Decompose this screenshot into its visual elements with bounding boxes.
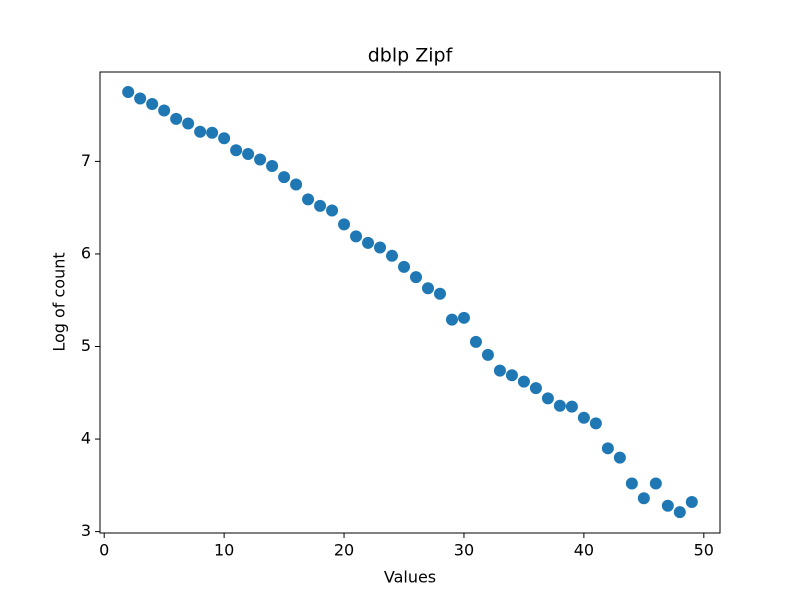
scatter-point: [122, 85, 135, 98]
scatter-point: [625, 477, 638, 490]
y-tick-label: 3: [81, 521, 91, 540]
y-tick-label: 6: [81, 243, 91, 262]
scatter-point: [613, 451, 626, 464]
scatter-point: [218, 132, 231, 145]
scatter-point: [278, 171, 291, 184]
scatter-point: [517, 375, 530, 388]
scatter-point: [601, 442, 614, 455]
scatter-point: [398, 260, 411, 273]
scatter-point: [589, 417, 602, 430]
scatter-point: [685, 495, 698, 508]
x-tick-label: 0: [99, 541, 109, 560]
scatter-point: [182, 117, 195, 130]
scatter-point: [505, 369, 518, 382]
x-tick-label: 30: [454, 541, 474, 560]
scatter-point: [374, 241, 387, 254]
y-tick-label: 7: [81, 151, 91, 170]
scatter-point: [409, 271, 422, 284]
scatter-point: [577, 411, 590, 424]
scatter-point: [481, 348, 494, 361]
x-tick-label: 40: [574, 541, 594, 560]
scatter-point: [529, 382, 542, 395]
scatter-point: [445, 313, 458, 326]
scatter-point: [134, 92, 147, 105]
y-axis-label: Log of count: [50, 252, 69, 351]
scatter-point: [421, 282, 434, 295]
scatter-point: [350, 230, 363, 243]
scatter-point: [637, 492, 650, 505]
scatter-point: [242, 148, 255, 161]
scatter-point: [457, 311, 470, 324]
x-tick-label: 50: [694, 541, 714, 560]
x-axis-label: Values: [384, 568, 436, 587]
scatter-point: [254, 153, 267, 166]
scatter-point: [469, 335, 482, 348]
scatter-point: [206, 126, 219, 139]
scatter-point: [362, 236, 375, 249]
scatter-point: [493, 364, 506, 377]
scatter-point: [661, 499, 674, 512]
scatter-point: [649, 477, 662, 490]
scatter-point: [553, 399, 566, 412]
x-tick-label: 10: [214, 541, 234, 560]
scatter-point: [170, 112, 183, 125]
chart-title: dblp Zipf: [368, 45, 454, 67]
scatter-point: [290, 178, 303, 191]
scatter-point: [314, 199, 327, 212]
scatter-point: [158, 104, 171, 117]
plot-frame: [99, 71, 721, 534]
scatter-point: [386, 249, 399, 262]
scatter-point: [302, 193, 315, 206]
scatter-point: [266, 160, 279, 173]
x-tick-label: 20: [334, 541, 354, 560]
scatter-point: [541, 392, 554, 405]
scatter-point: [433, 287, 446, 300]
scatter-point: [230, 144, 243, 157]
scatter-point: [326, 204, 339, 217]
y-tick-label: 4: [81, 429, 91, 448]
scatter-point: [194, 125, 207, 138]
scatter-point: [338, 218, 351, 231]
y-tick-label: 5: [81, 336, 91, 355]
scatter-point: [565, 400, 578, 413]
scatter-point: [146, 98, 159, 111]
scatter-point: [673, 506, 686, 519]
